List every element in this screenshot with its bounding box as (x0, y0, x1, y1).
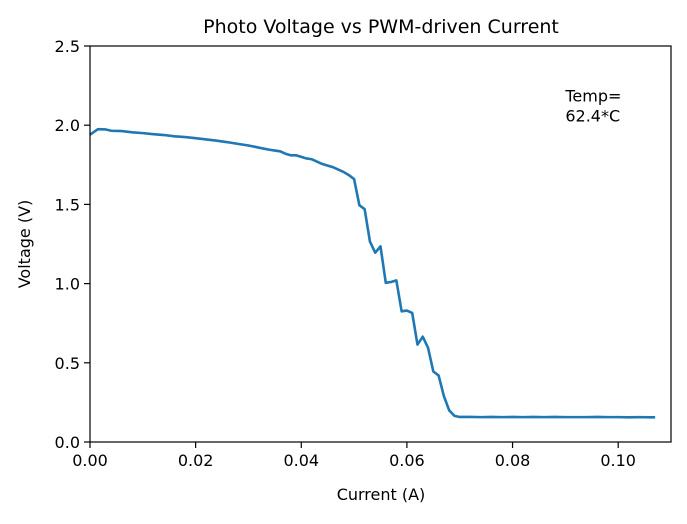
y-tick-label: 0.5 (55, 354, 80, 373)
y-tick-label: 0.0 (55, 433, 80, 452)
y-axis: 0.0 0.5 1.0 1.5 2.0 2.5 (55, 37, 90, 452)
series-line-1 (89, 127, 656, 419)
x-tick-label: 0.08 (495, 451, 531, 470)
y-tick-label: 2.5 (55, 37, 80, 56)
annotation-line: Temp= (564, 87, 621, 106)
plot-area (89, 127, 656, 419)
y-tick-label: 2.0 (55, 116, 80, 135)
y-tick-label: 1.0 (55, 275, 80, 294)
x-axis-label: Current (A) (337, 485, 426, 504)
x-tick-label: 0.02 (178, 451, 214, 470)
y-tick-label: 1.5 (55, 195, 80, 214)
annotation: Temp=62.4*C (564, 87, 621, 126)
annotation-line: 62.4*C (565, 107, 620, 126)
x-tick-label: 0.04 (283, 451, 319, 470)
x-tick-label: 0.06 (389, 451, 425, 470)
plot-frame (89, 45, 672, 443)
x-tick-label: 0.10 (600, 451, 636, 470)
x-tick-label: 0.00 (72, 451, 108, 470)
chart-title: Photo Voltage vs PWM-driven Current (203, 16, 559, 38)
x-axis: 0.00 0.02 0.04 0.06 0.08 0.10 (72, 442, 636, 470)
y-axis-label: Voltage (V) (15, 200, 34, 289)
